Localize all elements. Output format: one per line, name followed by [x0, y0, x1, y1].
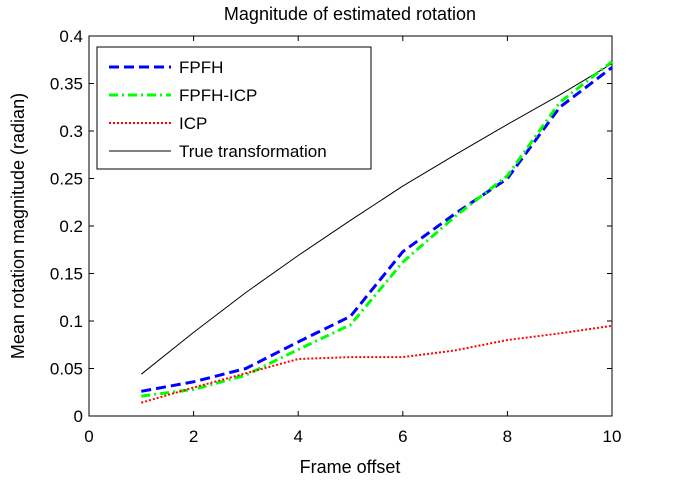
y-tick-label-8: 0.4 [59, 27, 83, 46]
y-axis-label: Mean rotation magnitude (radian) [8, 93, 28, 359]
x-axis-label: Frame offset [300, 457, 401, 477]
x-axis: 0 2 4 6 8 10 [84, 36, 621, 446]
chart-title: Magnitude of estimated rotation [224, 4, 476, 24]
y-axis: 0 0.05 0.1 0.15 0.2 0.25 0.3 0.35 0.4 [50, 27, 612, 426]
legend-label-icp: ICP [179, 114, 207, 133]
legend-label-fpfh-icp: FPFH-ICP [179, 86, 257, 105]
series-line-true-transformation [140, 63, 613, 375]
y-tick-label-5: 0.25 [50, 170, 83, 189]
y-tick-label-2: 0.1 [59, 312, 83, 331]
series-line-fpfh-icp [141, 60, 613, 398]
y-tick-label-0: 0 [74, 407, 83, 426]
y-tick-label-7: 0.35 [50, 75, 83, 94]
x-tick-label-4: 8 [503, 427, 512, 446]
legend: FPFH FPFH-ICP ICP True transformation [96, 46, 372, 170]
y-tick-label-1: 0.05 [50, 360, 83, 379]
legend-label-true-transformation: True transformation [179, 142, 327, 161]
series-line-icp [141, 324, 613, 404]
series-lines [140, 60, 613, 404]
legend-label-fpfh: FPFH [179, 58, 223, 77]
x-tick-label-1: 2 [189, 427, 198, 446]
series-line-fpfh [141, 66, 613, 393]
x-tick-label-2: 4 [293, 427, 302, 446]
x-tick-label-0: 0 [84, 427, 93, 446]
x-tick-label-5: 10 [603, 427, 622, 446]
y-tick-label-3: 0.15 [50, 265, 83, 284]
y-tick-label-4: 0.2 [59, 217, 83, 236]
x-tick-label-3: 6 [398, 427, 407, 446]
y-tick-label-6: 0.3 [59, 122, 83, 141]
